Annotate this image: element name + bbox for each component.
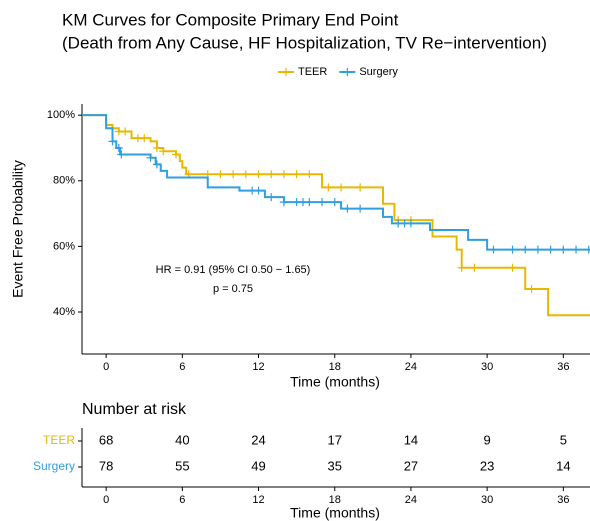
censor-mark — [508, 245, 517, 254]
censor-mark — [254, 170, 263, 179]
censor-mark — [267, 170, 276, 179]
censor-mark — [318, 198, 327, 207]
survival-curve — [82, 114, 590, 251]
censor-mark — [521, 245, 530, 254]
censor-mark — [305, 170, 314, 179]
x-tick-label: 0 — [103, 361, 109, 373]
censor-mark — [140, 134, 149, 143]
x-tick-label: 6 — [179, 494, 185, 506]
legend-label: TEER — [298, 66, 327, 78]
x-tick-label: 36 — [557, 361, 569, 373]
censor-mark — [229, 170, 238, 179]
censor-mark — [279, 170, 288, 179]
censor-mark — [406, 219, 415, 228]
censor-mark — [527, 285, 536, 294]
y-tick-label: 100% — [47, 109, 75, 121]
censor-mark — [171, 150, 180, 159]
censor-mark — [330, 198, 339, 207]
risk-row-label: Surgery — [33, 459, 75, 473]
survival-curve — [82, 114, 590, 317]
x-axis-label: Time (months) — [290, 505, 380, 521]
y-tick-label: 60% — [53, 240, 75, 252]
x-tick-label: 24 — [405, 361, 417, 373]
risk-value: 78 — [99, 458, 113, 473]
x-axis-label: Time (months) — [290, 374, 380, 390]
censor-mark — [356, 183, 365, 192]
x-tick-label: 30 — [481, 494, 493, 506]
x-tick-label: 12 — [252, 494, 264, 506]
x-tick-label: 36 — [557, 494, 569, 506]
y-tick-label: 40% — [53, 306, 75, 318]
censor-mark — [108, 137, 117, 146]
legend-swatch — [282, 68, 290, 76]
censor-mark — [489, 245, 498, 254]
censor-mark — [279, 198, 288, 207]
censor-mark — [241, 170, 250, 179]
risk-row-label: TEER — [43, 433, 75, 447]
censor-mark — [117, 150, 126, 159]
risk-value: 24 — [251, 432, 265, 447]
censor-mark — [337, 183, 346, 192]
censor-mark — [572, 245, 581, 254]
censor-mark — [216, 170, 225, 179]
censor-mark — [343, 204, 352, 213]
censor-mark — [533, 245, 542, 254]
annotation: HR = 0.91 (95% CI 0.50 − 1.65) — [156, 264, 311, 276]
censor-mark — [159, 147, 168, 156]
risk-table-title: Number at risk — [82, 401, 187, 418]
censor-mark — [114, 143, 123, 152]
risk-value: 5 — [560, 432, 567, 447]
censor-mark — [254, 186, 263, 195]
censor-mark — [152, 160, 161, 169]
x-tick-label: 6 — [179, 361, 185, 373]
risk-value: 49 — [251, 458, 265, 473]
censor-mark — [559, 245, 568, 254]
censor-mark — [584, 245, 590, 254]
censor-mark — [267, 193, 276, 202]
annotation: p = 0.75 — [213, 283, 253, 295]
x-tick-label: 24 — [405, 494, 417, 506]
risk-value: 27 — [404, 458, 418, 473]
risk-value: 14 — [556, 458, 570, 473]
risk-value: 35 — [327, 458, 341, 473]
censor-mark — [508, 263, 517, 272]
risk-value: 23 — [480, 458, 494, 473]
legend-swatch — [343, 68, 352, 76]
risk-value: 68 — [99, 432, 113, 447]
censor-mark — [457, 263, 466, 272]
censor-mark — [146, 153, 155, 162]
x-tick-label: 18 — [329, 361, 341, 373]
censor-mark — [121, 127, 130, 136]
y-axis-label: Event Free Probability — [10, 160, 26, 298]
risk-value: 40 — [175, 432, 189, 447]
risk-value: 17 — [327, 432, 341, 447]
censor-mark — [324, 183, 333, 192]
legend-label: Surgery — [359, 66, 398, 78]
censor-mark — [292, 170, 301, 179]
x-tick-label: 18 — [329, 494, 341, 506]
censor-mark — [305, 198, 314, 207]
risk-value: 14 — [404, 432, 418, 447]
x-tick-label: 12 — [252, 361, 264, 373]
x-tick-label: 30 — [481, 361, 493, 373]
risk-value: 55 — [175, 458, 189, 473]
censor-mark — [152, 143, 161, 152]
censor-mark — [470, 263, 479, 272]
censor-mark — [356, 204, 365, 213]
censor-mark — [546, 245, 555, 254]
chart-title: KM Curves for Composite Primary End Poin… — [62, 10, 399, 29]
chart-subtitle: (Death from Any Cause, HF Hospitalizatio… — [62, 33, 547, 52]
y-tick-label: 80% — [53, 175, 75, 187]
x-tick-label: 0 — [103, 494, 109, 506]
risk-value: 9 — [484, 432, 491, 447]
